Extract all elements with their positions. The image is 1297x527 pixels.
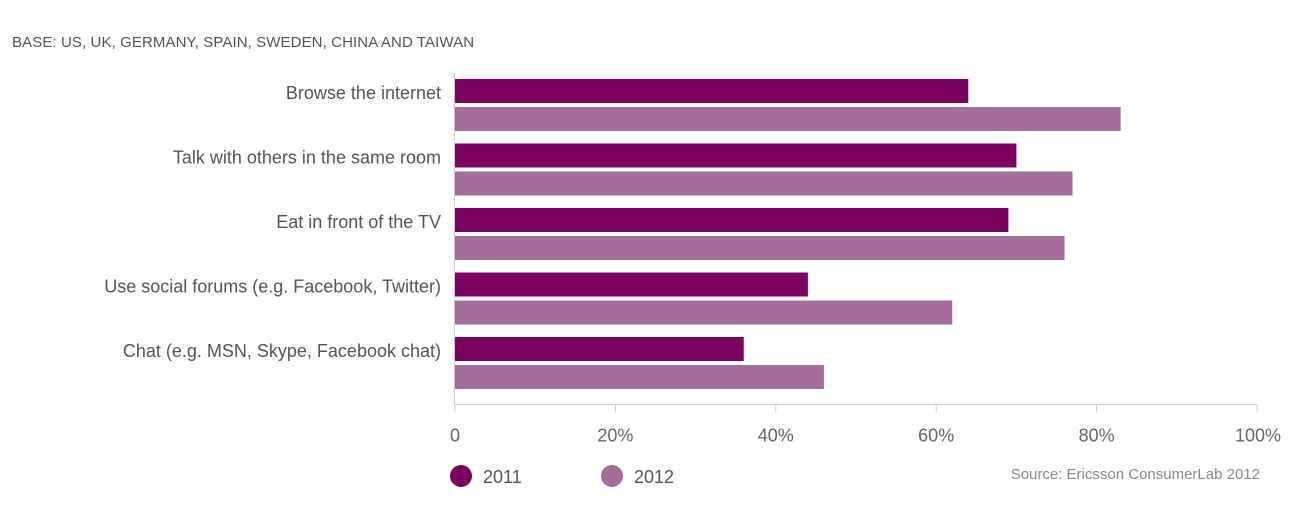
category-label-3: Use social forums (e.g. Facebook, Twitte… (104, 277, 441, 297)
x-tick-label-0: 0 (450, 426, 460, 446)
legend-label-2011: 2011 (483, 467, 522, 487)
category-label-0: Browse the internet (286, 83, 441, 103)
legend-label-2012: 2012 (634, 467, 674, 487)
x-tick-label-5: 100% (1235, 426, 1281, 446)
category-label-4: Chat (e.g. MSN, Skype, Facebook chat) (123, 341, 441, 361)
bar-2012-1 (455, 171, 1073, 196)
source-note: Source: Ericsson ConsumerLab 2012 (1010, 466, 1260, 483)
x-tick-label-4: 80% (1079, 426, 1115, 446)
category-labels: Browse the internet Talk with others in t… (104, 83, 441, 361)
bar-2011-3 (455, 272, 808, 297)
bar-2011-2 (455, 208, 1009, 232)
bar-2011-1 (455, 143, 1017, 168)
legend: 2011 2012 (450, 465, 674, 487)
category-label-2: Eat in front of the TV (276, 212, 441, 232)
bar-2012-0 (455, 107, 1121, 131)
bar-2011-0 (455, 79, 969, 103)
legend-swatch-2011 (450, 465, 472, 487)
x-tick-label-1: 20% (597, 426, 633, 446)
bar-2012-4 (455, 365, 824, 389)
x-tick-label-3: 60% (918, 426, 954, 446)
base-note: BASE: US, UK, GERMANY, SPAIN, SWEDEN, CH… (12, 34, 475, 51)
bars-group (455, 79, 1121, 389)
x-axis: 0 20% 40% 60% 80% 100% (450, 73, 1281, 446)
bar-2011-4 (455, 337, 744, 361)
bar-2012-2 (455, 236, 1065, 260)
legend-swatch-2012 (601, 465, 623, 487)
category-label-1: Talk with others in the same room (173, 148, 441, 168)
x-tick-label-2: 40% (758, 426, 794, 446)
bar-2012-3 (455, 300, 953, 325)
